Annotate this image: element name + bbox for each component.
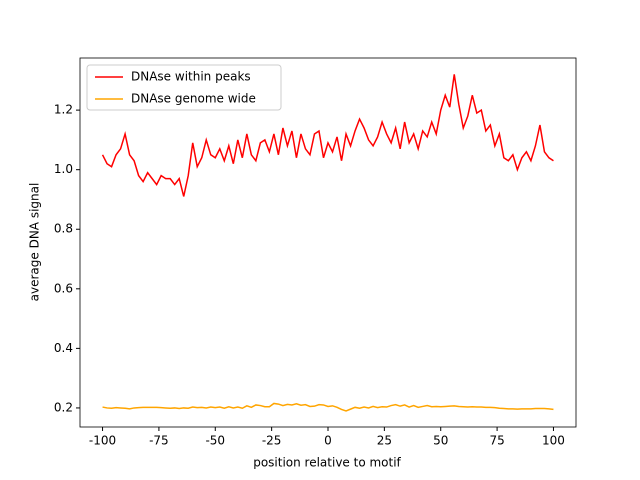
y-axis-label: average DNA signal <box>28 183 42 302</box>
plot-frame <box>79 57 577 428</box>
y-tick-label: 0.8 <box>54 222 73 236</box>
y-tick-label: 0.4 <box>54 341 73 355</box>
x-tick-label: 50 <box>433 434 448 448</box>
x-tick-label: 75 <box>489 434 504 448</box>
y-tick-label: 1.0 <box>54 162 73 176</box>
x-tick-label: -25 <box>262 434 282 448</box>
x-tick-label: -75 <box>149 434 169 448</box>
data-line <box>101 74 554 197</box>
data-line <box>102 402 554 412</box>
x-tick-label: 0 <box>324 434 332 448</box>
y-tick-label: 1.2 <box>54 103 73 117</box>
x-tick-label: 100 <box>542 434 565 448</box>
x-tick-label: 25 <box>377 434 392 448</box>
x-axis-label: position relative to motif <box>253 456 401 470</box>
x-tick-label: -100 <box>89 434 116 448</box>
legend-label: DNAse genome wide <box>131 92 256 106</box>
legend-box <box>86 64 282 111</box>
x-tick-label: -50 <box>205 434 225 448</box>
y-tick-label: 0.6 <box>54 281 73 295</box>
y-tick-label: 0.2 <box>54 400 73 414</box>
legend-label: DNAse within peaks <box>131 70 251 84</box>
